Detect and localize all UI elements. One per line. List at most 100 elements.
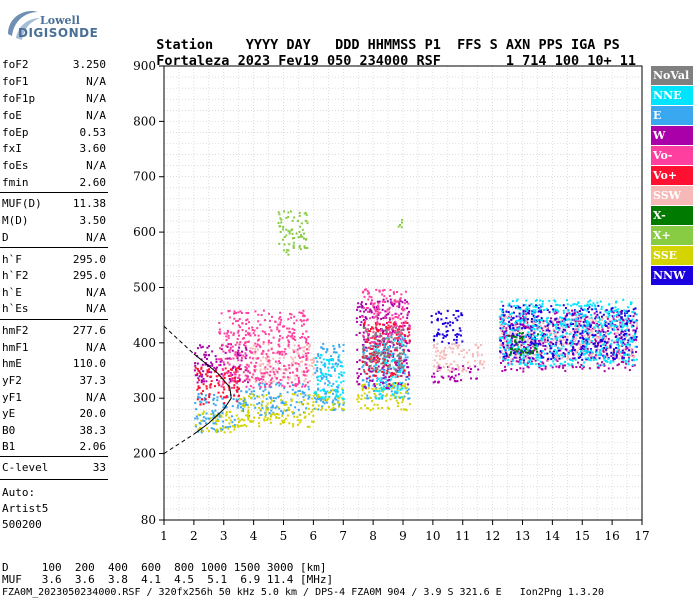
echo-point-vo- [374, 374, 377, 377]
echo-point-w [525, 318, 528, 321]
echo-point-ssw [303, 345, 306, 348]
echo-point-nnw [526, 333, 529, 336]
echo-point-nne [400, 335, 403, 338]
echo-point-w [504, 368, 507, 371]
echo-point-w [370, 309, 373, 312]
echo-point-nnw [510, 337, 513, 340]
echo-point-nne [380, 350, 383, 353]
echo-point-e [203, 399, 206, 402]
echo-point-x- [298, 246, 301, 249]
echo-point-vo- [280, 350, 283, 353]
echo-point-nne [388, 386, 391, 389]
echo-point-nne [506, 342, 509, 345]
echo-point-vo- [234, 343, 237, 346]
echo-point-nnw [511, 317, 514, 320]
echo-point-nne [557, 347, 560, 350]
echo-point-ssw [514, 332, 517, 335]
echo-point-ssw [463, 356, 466, 359]
echo-point-nne [336, 365, 339, 368]
echo-point-nne [523, 336, 526, 339]
echo-point-nne [315, 357, 318, 360]
echo-point-w [508, 315, 511, 318]
logo-digisonde-text: DIGISONDE [18, 26, 99, 40]
echo-point-nnw [598, 357, 601, 360]
echo-point-vo- [233, 376, 236, 379]
echo-point-sse [320, 407, 323, 410]
echo-point-nnw [501, 342, 504, 345]
echo-point-ssw [282, 356, 285, 359]
echo-point-ssw [553, 332, 556, 335]
echo-point-vo- [291, 334, 294, 337]
echo-point-vo- [228, 316, 231, 319]
echo-point-ssw [623, 322, 626, 325]
echo-point-sse [308, 413, 311, 416]
echo-point-ssw [309, 358, 312, 361]
echo-point-nne [376, 389, 379, 392]
param-key: hmF2 [2, 324, 29, 337]
echo-point-vo- [390, 350, 393, 353]
echo-point-w [532, 319, 535, 322]
echo-point-e [307, 397, 310, 400]
echo-point-nne [533, 325, 536, 328]
param-key: h`F2 [2, 269, 29, 282]
echo-point-nnw [531, 352, 534, 355]
param-key: foEp [2, 126, 29, 139]
echo-point-nnw [565, 314, 568, 317]
echo-point-sse [308, 425, 311, 428]
echo-point-vo- [205, 373, 208, 376]
echo-point-w [546, 328, 549, 331]
echo-point-sse [258, 416, 261, 419]
echo-point-sse [389, 398, 392, 401]
echo-point-vo- [276, 328, 279, 331]
echo-point-x- [286, 249, 289, 252]
echo-point-ssw [526, 338, 529, 341]
echo-point-vo- [305, 337, 308, 340]
param-value: N/A [86, 286, 106, 299]
echo-point-e [205, 394, 208, 397]
echo-point-sse [298, 413, 301, 416]
echo-point-sse [238, 398, 241, 401]
echo-point-e [212, 402, 215, 405]
echo-point-vo- [366, 341, 369, 344]
echo-point-nnw [430, 315, 433, 318]
echo-point-vo- [221, 383, 224, 386]
echo-point-noval [385, 331, 388, 334]
echo-point-noval [399, 352, 402, 355]
echo-point-x- [520, 349, 523, 352]
echo-point-nnw [433, 335, 436, 338]
echo-point-sse [388, 407, 391, 410]
echo-point-e [248, 414, 251, 417]
echo-point-w [239, 354, 242, 357]
param-key: fxI [2, 142, 22, 155]
param-key: yF1 [2, 391, 22, 404]
echo-point-vo- [227, 337, 230, 340]
echo-point-e [262, 390, 265, 393]
echo-point-vo- [307, 369, 310, 372]
echo-point-vo- [272, 351, 275, 354]
echo-point-nne [377, 377, 380, 380]
echo-point-sse [228, 422, 231, 425]
echo-point-noval [400, 359, 403, 362]
echo-point-nne [541, 302, 544, 305]
echo-point-nnw [564, 348, 567, 351]
echo-point-x- [291, 232, 294, 235]
echo-point-x- [528, 350, 531, 353]
echo-point-ssw [530, 355, 533, 358]
echo-point-nnw [516, 334, 519, 337]
echo-point-vo- [254, 310, 257, 313]
echo-point-w [617, 363, 620, 366]
echo-point-e [316, 360, 319, 363]
echo-point-nnw [542, 356, 545, 359]
echo-point-nne [519, 360, 522, 363]
echo-point-w [406, 307, 409, 310]
echo-point-w [365, 317, 368, 320]
echo-point-ssw [311, 362, 314, 365]
echo-point-e [201, 419, 204, 422]
echo-point-w [196, 347, 199, 350]
echo-point-x- [299, 248, 302, 251]
echo-point-w [620, 332, 623, 335]
echo-point-w [527, 366, 530, 369]
echo-point-w [194, 364, 197, 367]
echo-point-nne [327, 360, 330, 363]
echo-point-vo- [269, 379, 272, 382]
